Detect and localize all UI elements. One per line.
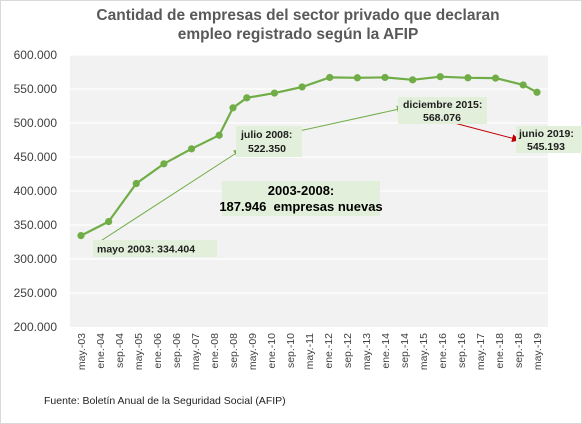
x-tick-label: ene.-04 bbox=[95, 333, 107, 369]
data-point bbox=[77, 232, 85, 240]
annotation-jun2019-line-2: 545.193 bbox=[527, 141, 565, 153]
x-tick-label: may.-13 bbox=[361, 333, 373, 370]
x-tick-label: may.-17 bbox=[475, 333, 487, 370]
y-tick-label: 300.000 bbox=[14, 252, 58, 266]
data-point bbox=[187, 145, 196, 153]
data-point bbox=[326, 73, 334, 82]
x-tick-label: may.-09 bbox=[247, 333, 259, 370]
y-tick-label: 250.000 bbox=[14, 286, 58, 300]
x-tick-label: may.-15 bbox=[418, 333, 430, 370]
y-tick-label: 200.000 bbox=[14, 320, 58, 334]
data-point bbox=[381, 73, 389, 82]
data-point bbox=[353, 74, 361, 82]
x-tick-label: ene.-06 bbox=[152, 333, 164, 369]
data-point bbox=[491, 74, 500, 82]
x-tick-label: sep.-08 bbox=[228, 333, 240, 368]
annotation-jul2008: julio 2008: 522.350 bbox=[236, 126, 302, 157]
x-tick-label: sep.-16 bbox=[456, 333, 468, 368]
y-tick-label: 400.000 bbox=[14, 184, 58, 198]
annotation-jul2008-box bbox=[236, 126, 302, 157]
data-point bbox=[132, 179, 140, 188]
annotation-summary-line-2: 187.946 empresas nuevas bbox=[219, 199, 382, 214]
data-point bbox=[464, 74, 472, 82]
annotation-dic2015: diciembre 2015: 568.076 bbox=[398, 97, 487, 124]
data-point bbox=[270, 89, 279, 97]
y-tick-label: 550.000 bbox=[14, 82, 58, 96]
data-point bbox=[409, 76, 417, 84]
y-tick-label: 500.000 bbox=[14, 116, 58, 130]
chart-title-line-1: Cantidad de empresas del sector privado … bbox=[96, 7, 499, 24]
chart-title-line-2: empleo registrado según la AFIP bbox=[178, 26, 419, 43]
data-point bbox=[436, 73, 444, 81]
chart-source: Fuente: Boletín Anual de la Seguridad So… bbox=[44, 395, 286, 407]
annotation-may2003-box bbox=[93, 240, 217, 257]
x-tick-label: may.-05 bbox=[133, 333, 145, 370]
data-point bbox=[215, 131, 223, 139]
x-tick-label: may.-07 bbox=[190, 333, 202, 370]
annotation-may2003: mayo 2003: 334.404 bbox=[93, 240, 217, 257]
y-tick-label: 450.000 bbox=[14, 150, 58, 164]
annotation-jun2019: junio 2019: 545.193 bbox=[516, 126, 582, 153]
data-point bbox=[105, 218, 113, 226]
x-tick-label: sep.-18 bbox=[513, 333, 525, 368]
arrow-2003-2008 bbox=[95, 149, 242, 245]
x-tick-label: sep.-04 bbox=[114, 333, 126, 368]
data-point bbox=[243, 94, 251, 102]
x-tick-label: may.-11 bbox=[304, 333, 316, 370]
x-tick-label: ene.-16 bbox=[437, 333, 449, 369]
x-tick-label: sep.-12 bbox=[342, 333, 354, 368]
data-point bbox=[519, 81, 527, 89]
data-point bbox=[229, 104, 237, 112]
x-tick-label: sep.-14 bbox=[399, 333, 411, 368]
annotation-summary-line-1: 2003-2008: bbox=[268, 183, 335, 198]
x-tick-label: ene.-14 bbox=[380, 333, 392, 369]
annotation-dic2015-line-2: 568.076 bbox=[423, 112, 461, 124]
series-points bbox=[77, 73, 541, 240]
y-tick-label: 600.000 bbox=[14, 48, 58, 62]
x-tick-label: ene.-18 bbox=[494, 333, 506, 369]
x-tick-label: sep.-10 bbox=[285, 333, 297, 368]
x-tick-label: ene.-12 bbox=[323, 333, 335, 369]
y-axis-ticks: 200.000 250.000 300.000 350.000 400.000 450.0… bbox=[14, 48, 58, 334]
annotation-summary-box bbox=[222, 181, 380, 216]
x-tick-label: ene.-10 bbox=[266, 333, 278, 369]
data-point bbox=[533, 88, 541, 96]
annotation-dic2015-box bbox=[398, 97, 487, 124]
x-tick-label: sep.-06 bbox=[171, 333, 183, 368]
annotation-jun2019-line-1: junio 2019: bbox=[518, 128, 574, 140]
data-point bbox=[160, 160, 168, 168]
x-tick-label: may.-03 bbox=[76, 333, 88, 370]
x-axis-ticks: may.-03 ene.-04 sep.-04 may.-05 ene.-06 sep.-… bbox=[76, 333, 544, 370]
annotation-summary: 2003-2008: 187.946 empresas nuevas bbox=[219, 181, 383, 216]
x-tick-label: may.-19 bbox=[532, 333, 544, 370]
annotation-jul2008-line-1: julio 2008: bbox=[240, 129, 292, 141]
data-point bbox=[298, 83, 306, 91]
annotation-jun2019-box bbox=[516, 126, 582, 153]
y-tick-label: 350.000 bbox=[14, 218, 58, 232]
x-tick-label: ene.-08 bbox=[209, 333, 221, 369]
annotation-dic2015-line-1: diciembre 2015: bbox=[403, 99, 482, 111]
annotation-jul2008-line-2: 522.350 bbox=[248, 143, 286, 155]
annotation-may2003-text: mayo 2003: 334.404 bbox=[97, 244, 195, 256]
